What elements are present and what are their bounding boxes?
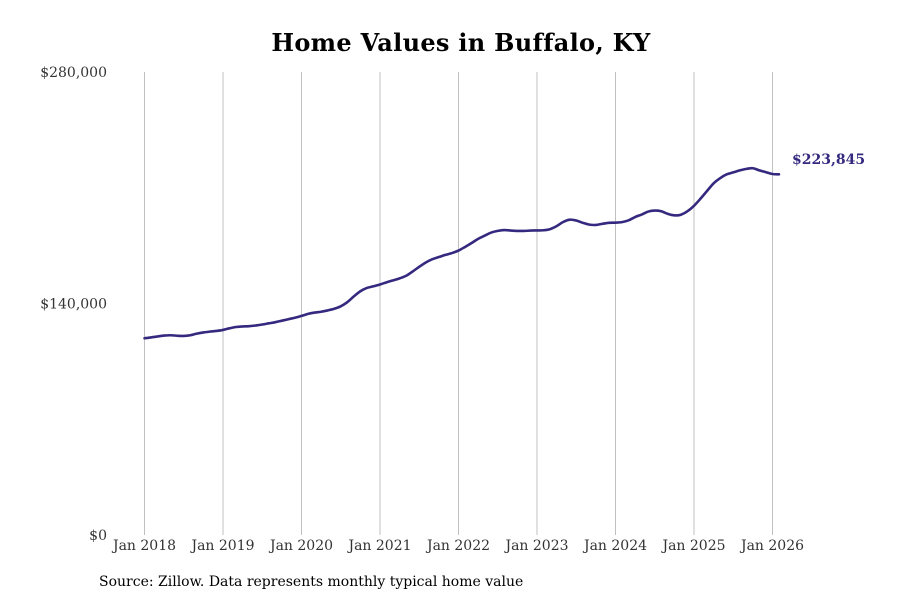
end-label-layer: $223,845 bbox=[792, 152, 865, 168]
y-tick-label: $280,000 bbox=[40, 65, 107, 81]
x-tick-label: Jan 2018 bbox=[111, 538, 176, 554]
x-tick-label: Jan 2022 bbox=[425, 538, 490, 554]
y-tick-label: $0 bbox=[89, 528, 107, 544]
y-tick-label: $140,000 bbox=[40, 297, 107, 313]
x-tick-label: Jan 2026 bbox=[739, 538, 804, 554]
series-line-0 bbox=[143, 166, 781, 340]
x-tick-label: Jan 2021 bbox=[346, 538, 411, 554]
x-tick-label: Jan 2023 bbox=[503, 538, 568, 554]
x-tick-label: Jan 2020 bbox=[268, 538, 333, 554]
x-axis: Jan 2018 Jan 2019 Jan 2020 Jan 2021 Jan 2022… bbox=[111, 538, 804, 554]
y-axis: $0 $140,000 $280,000 bbox=[40, 65, 107, 544]
x-tick-label: Jan 2019 bbox=[189, 538, 254, 554]
end-value-label: $223,845 bbox=[792, 152, 865, 168]
x-tick-label: Jan 2025 bbox=[660, 538, 725, 554]
source-note: Source: Zillow. Data represents monthly … bbox=[99, 574, 524, 590]
chart-title: Home Values in Buffalo, KY bbox=[271, 28, 651, 57]
series-layer bbox=[143, 166, 781, 340]
gridlines bbox=[144, 72, 773, 535]
x-tick-label: Jan 2024 bbox=[582, 538, 647, 554]
